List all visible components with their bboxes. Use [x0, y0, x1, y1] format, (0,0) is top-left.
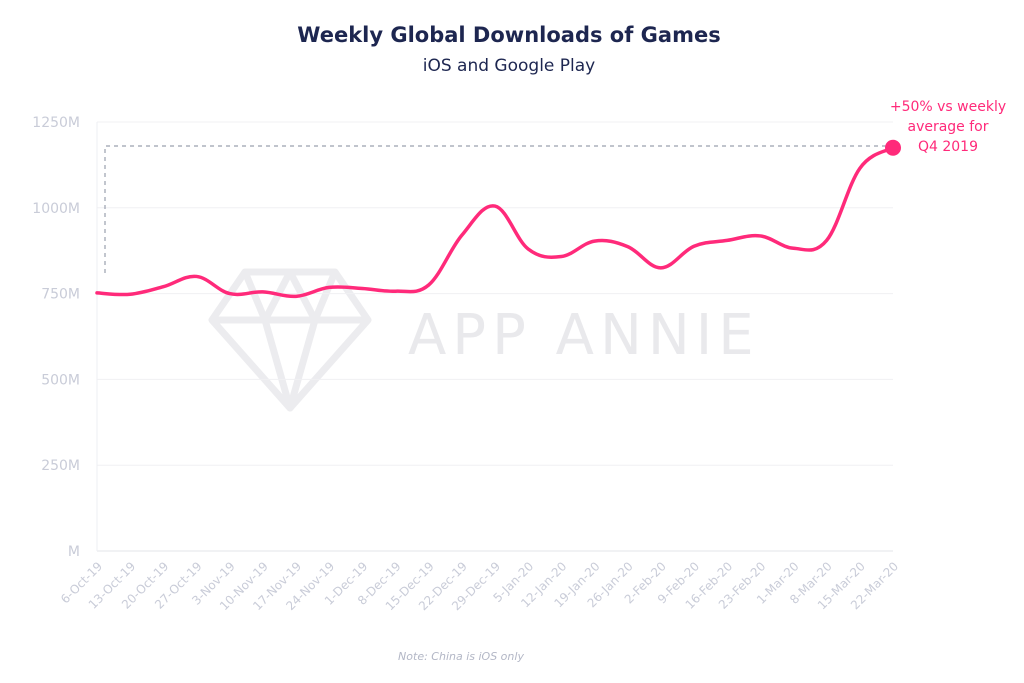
- diamond-logo-icon: [208, 268, 372, 412]
- chart-note: Note: China is iOS only: [398, 650, 524, 663]
- y-tick-label: 750M: [41, 287, 80, 303]
- reference-line: [104, 145, 893, 274]
- chart-title: Weekly Global Downloads of Games: [297, 23, 720, 47]
- highlight-point: [885, 139, 901, 156]
- y-tick-label: 500M: [41, 372, 80, 388]
- annotation-line: Q4 2019: [918, 139, 978, 155]
- app-annie-watermark: APP ANNIE: [208, 268, 760, 412]
- x-axis-ticks: 6-Oct-1913-Oct-1920-Oct-1927-Oct-193-Nov…: [58, 559, 901, 613]
- chart-subtitle: iOS and Google Play: [423, 56, 596, 76]
- y-tick-label: 1250M: [32, 115, 80, 131]
- series-lines: [95, 145, 895, 299]
- y-axis-ticks: 1250M 1000M 750M 500M 250M M: [32, 115, 80, 560]
- series-line-0: [95, 145, 895, 299]
- y-tick-label: M: [68, 544, 80, 560]
- annotation: +50% vs weekly average for Q4 2019: [885, 99, 1006, 156]
- annotation-line: +50% vs weekly: [890, 99, 1006, 115]
- watermark-text: APP ANNIE: [408, 303, 760, 368]
- y-tick-label: 1000M: [32, 201, 80, 217]
- q4-average-reference-line: [104, 145, 893, 274]
- y-tick-label: 250M: [41, 458, 80, 474]
- annotation-line: average for: [907, 119, 988, 135]
